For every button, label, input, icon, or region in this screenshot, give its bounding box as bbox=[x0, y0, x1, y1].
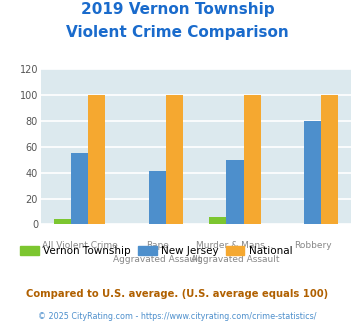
Bar bbox=[304, 121, 321, 224]
Text: 2019 Vernon Township: 2019 Vernon Township bbox=[81, 2, 274, 16]
Bar bbox=[88, 95, 105, 224]
Text: Murder & Mans...: Murder & Mans... bbox=[196, 241, 274, 250]
Text: All Violent Crime: All Violent Crime bbox=[42, 241, 118, 250]
Bar bbox=[149, 171, 166, 224]
Text: Compared to U.S. average. (U.S. average equals 100): Compared to U.S. average. (U.S. average … bbox=[26, 289, 329, 299]
Bar bbox=[166, 95, 183, 224]
Bar bbox=[321, 95, 338, 224]
Text: © 2025 CityRating.com - https://www.cityrating.com/crime-statistics/: © 2025 CityRating.com - https://www.city… bbox=[38, 312, 317, 321]
Text: Rape: Rape bbox=[146, 241, 169, 250]
Text: Violent Crime Comparison: Violent Crime Comparison bbox=[66, 25, 289, 40]
Text: Robbery: Robbery bbox=[294, 241, 332, 250]
Text: Aggravated Assault: Aggravated Assault bbox=[113, 255, 202, 264]
Legend: Vernon Township, New Jersey, National: Vernon Township, New Jersey, National bbox=[16, 242, 296, 260]
Bar bbox=[71, 153, 88, 224]
Bar bbox=[244, 95, 261, 224]
Text: Aggravated Assault: Aggravated Assault bbox=[191, 255, 279, 264]
Bar bbox=[209, 216, 226, 224]
Bar bbox=[226, 160, 244, 224]
Bar bbox=[54, 219, 71, 224]
